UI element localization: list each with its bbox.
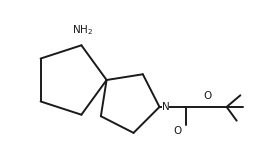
Text: O: O <box>174 126 182 136</box>
Text: NH$_2$: NH$_2$ <box>72 24 93 37</box>
Text: O: O <box>204 91 212 101</box>
Text: N: N <box>162 102 169 112</box>
